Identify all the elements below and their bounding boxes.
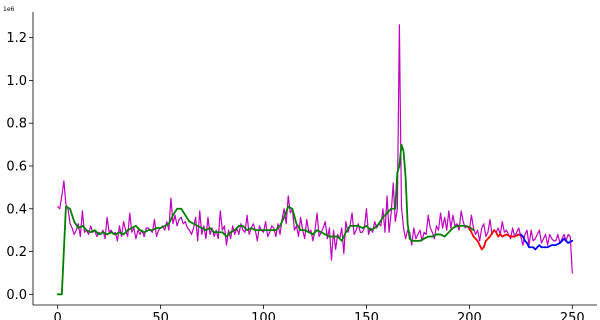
- x-tick-label: 250: [560, 311, 585, 320]
- x-tick-label: 0: [54, 311, 62, 320]
- series-line-3: [468, 227, 524, 251]
- series-layer: [56, 24, 574, 296]
- y-tick-label: 1.2: [6, 31, 27, 46]
- y-tick-label: 0.0: [6, 288, 27, 303]
- y-tick-label: 1.0: [6, 74, 27, 89]
- x-tick-label: 150: [354, 311, 379, 320]
- series-line-2: [56, 143, 475, 296]
- y-axis-offset-label: 1e6: [3, 6, 15, 13]
- x-tick-label: 200: [457, 311, 482, 320]
- series-line-1: [57, 24, 573, 274]
- y-tick-label: 0.4: [6, 202, 27, 217]
- y-tick-label: 0.2: [6, 245, 27, 260]
- y-tick-label: 0.8: [6, 117, 27, 132]
- axes-layer: 0 50 100 150 200 250 0.0 0.2 0.4 0.6 0.8 1.0 1.2: [6, 12, 597, 320]
- series-line-4: [519, 233, 574, 251]
- y-tick-label: 0.6: [6, 159, 27, 174]
- x-tick-label: 50: [152, 311, 169, 320]
- x-tick-label: 100: [251, 311, 276, 320]
